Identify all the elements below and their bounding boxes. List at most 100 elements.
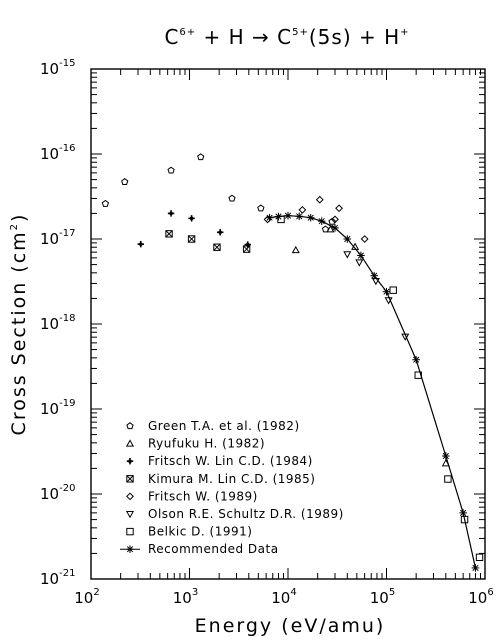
data-point-asterisk [331,224,339,232]
data-point-asterisk [343,235,352,243]
x-axis-label: Energy (eV/amu) [195,615,386,637]
data-point-triangle-up [351,242,360,250]
legend-marker-x-square [126,475,134,483]
axis-tick-labels: 102 103 104 105 106 10-15 10-16 10-17 10-18 10-19… [40,58,494,607]
data-point-x-square [165,230,173,238]
data-point-pentagon [328,217,336,225]
legend-label: Fritsch W. Lin C.D. (1984) [148,454,313,468]
data-point-asterisk [265,213,274,222]
data-point-triangle-down [384,297,393,305]
legend-marker-square [126,527,134,536]
y-axis-label-end: ) [8,213,30,222]
legend-label: Olson R.E. Schultz D.R. (1989) [148,507,344,521]
data-point-triangle-up [441,459,450,467]
data-point-triangle-down [401,333,410,341]
data-point-triangle-up [291,245,300,254]
data-point-x-square [213,243,221,251]
data-point-pentagon [101,199,110,207]
data-point-square [460,515,469,524]
legend-marker-plus-cross [126,458,134,465]
legend-marker-pentagon [126,422,134,430]
legend-label: Green T.A. et al. (1982) [148,419,300,433]
legend-item: Kimura M. Lin C.D. (1985) [126,472,316,486]
y-tick-label: 10-20 [40,483,75,503]
data-point-asterisk [471,564,480,572]
y-tick-label: 10-17 [40,228,75,248]
legend-item: Fritsch W. (1989) [126,489,258,503]
data-point-asterisk [370,271,378,280]
title-part-b-sup: 5+ [292,27,309,38]
legend-item: Recommended Data [120,542,279,556]
data-point-pentagon [167,166,175,174]
data-point-x-square [242,245,251,253]
data-point-triangle-down [355,259,364,267]
data-point-asterisk [317,217,326,225]
legend-label: Ryufuku H. (1982) [148,437,265,451]
data-point-diamond [315,195,324,204]
data-point-pentagon [197,153,205,161]
y-axis-label-main: Cross Section (cm [8,230,30,435]
legend-item: Fritsch W. Lin C.D. (1984) [126,454,313,468]
data-point-asterisk [357,251,365,260]
x-tick-label: 103 [173,587,198,607]
data-point-asterisk [274,212,283,221]
data-point-diamond [335,204,343,213]
data-point-diamond [331,215,339,224]
data-point-asterisk [459,509,467,517]
legend-label: Recommended Data [148,542,279,556]
chart-legend: Green T.A. et al. (1982) Ryufuku H. (1982… [120,419,344,556]
legend-marker-asterisk [126,545,134,553]
data-point-asterisk [442,452,450,460]
y-tick-label: 10-19 [40,398,75,418]
data-point-triangle-down [371,278,380,286]
data-point-asterisk [295,212,304,221]
legend-label: Fritsch W. (1989) [148,489,258,503]
title-part-b: + H → C [196,25,292,49]
title-part-c: (5s) + H [309,25,400,49]
data-point-asterisk [306,213,315,222]
chart-title: C6+ + H → C5+(5s) + H+ [164,25,409,49]
data-point-plus-cross [188,215,195,222]
legend-item: Olson R.E. Schultz D.R. (1989) [125,507,344,521]
data-point-pentagon [321,225,330,233]
data-point-plus-cross [217,229,224,236]
data-point-diamond [298,205,307,214]
y-tick-label: 10-18 [40,313,75,333]
data-point-asterisk [284,211,292,220]
title-part-a: C [164,25,179,49]
legend-marker-triangle-down [125,510,135,519]
legend-item: Belkic D. (1991) [126,525,252,539]
axis-ticks [90,69,485,580]
y-axis-label: Cross Section (cm2) [8,213,30,436]
data-point-square [414,371,422,379]
legend-item: Ryufuku H. (1982) [125,437,265,451]
legend-label: Belkic D. (1991) [148,525,252,539]
data-point-x-square [187,235,196,243]
x-tick-label: 105 [370,587,395,607]
title-part-c-sup: + [400,27,409,38]
legend-label: Kimura M. Lin C.D. (1985) [148,472,316,486]
data-point-square [444,475,452,483]
title-part-a-sup: 6+ [179,27,196,38]
data-point-square [475,553,484,562]
x-tick-label: 106 [468,587,493,607]
y-tick-label: 10-16 [40,143,75,163]
data-markers [101,153,484,572]
data-point-pentagon [257,204,265,212]
x-tick-label: 104 [271,587,296,607]
legend-marker-triangle-up [125,439,135,447]
data-point-triangle-up [326,225,335,233]
data-point-asterisk [382,287,391,296]
data-point-triangle-down [343,251,352,259]
y-axis-label-sup: 2 [9,222,20,230]
x-tick-label: 102 [74,587,99,607]
data-point-diamond [360,235,369,243]
legend-marker-diamond [126,492,134,501]
y-tick-label: 10-21 [40,568,75,588]
legend-item: Green T.A. et al. (1982) [126,419,300,433]
data-point-pentagon [121,178,129,185]
data-point-pentagon [228,194,236,202]
data-point-asterisk [412,355,420,364]
data-point-plus-cross [137,240,144,248]
